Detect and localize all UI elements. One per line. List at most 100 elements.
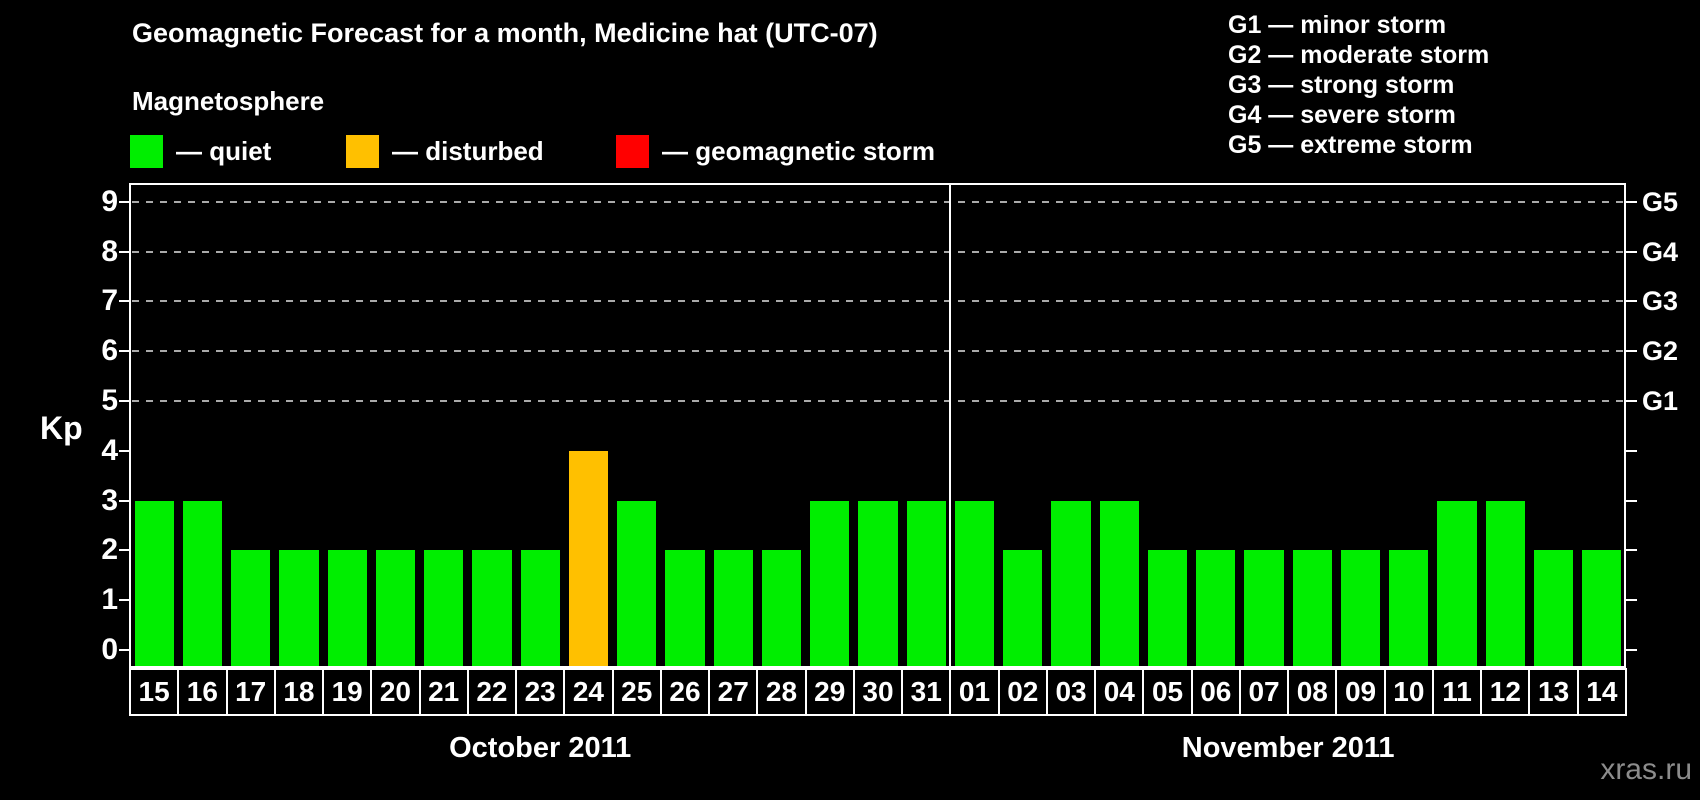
date-cell-25: 25 <box>611 668 662 716</box>
date-cell-24: 24 <box>563 668 614 716</box>
gridline-kp6 <box>132 350 1624 353</box>
right-tick-kp9 <box>1626 200 1637 203</box>
kp-bar-25 <box>617 500 657 666</box>
date-cell-28: 28 <box>756 668 807 716</box>
date-cell-10: 10 <box>1383 668 1434 716</box>
y-tick-label-3: 3 <box>101 483 118 517</box>
date-cell-30: 30 <box>852 668 904 716</box>
kp-bar-27 <box>713 550 753 666</box>
kp-bar-21 <box>424 550 464 666</box>
legend-item-geomagnetic-storm: — geomagnetic storm <box>616 134 935 168</box>
date-cell-21: 21 <box>418 668 469 716</box>
kp-bar-15 <box>134 500 174 666</box>
date-cell-06: 06 <box>1190 668 1241 716</box>
right-tick-kp7 <box>1626 300 1637 303</box>
kp-bar-30 <box>858 500 898 666</box>
y-axis-title: Kp <box>40 410 83 446</box>
kp-bar-28 <box>761 550 802 666</box>
y-tick-label-5: 5 <box>101 384 118 417</box>
kp-bar-16 <box>182 500 222 666</box>
date-cell-18: 18 <box>273 668 325 716</box>
right-tick-kp3 <box>1626 499 1637 502</box>
kp-bar-09 <box>1340 550 1381 666</box>
left-tick-kp7 <box>119 300 130 303</box>
storm-scale-line-2: G2 — moderate storm <box>1228 41 1490 69</box>
legend-swatch-quiet <box>130 134 163 168</box>
kp-bar-26 <box>665 550 705 666</box>
kp-bar-24 <box>568 450 609 666</box>
right-axis-label-G5: G5 <box>1642 186 1679 217</box>
kp-bar-06 <box>1196 550 1236 666</box>
date-cell-04: 04 <box>1094 668 1145 716</box>
kp-bar-05 <box>1147 550 1188 666</box>
date-cell-07: 07 <box>1238 668 1290 716</box>
legend-swatch-geomagnetic-storm <box>616 134 649 168</box>
left-tick-kp4 <box>119 449 130 452</box>
storm-scale-legend: G1 — minor storm G2 — moderate storm G3 — … <box>1228 10 1489 160</box>
right-tick-kp0 <box>1626 649 1637 651</box>
kp-bar-04 <box>1099 500 1139 666</box>
right-tick-kp6 <box>1626 350 1637 353</box>
right-tick-kp4 <box>1626 449 1637 452</box>
right-tick-kp1 <box>1626 599 1637 602</box>
date-cell-05: 05 <box>1142 668 1193 716</box>
kp-bar-10 <box>1389 550 1429 666</box>
month-divider <box>949 183 952 668</box>
right-axis-label-G4: G4 <box>1642 236 1679 267</box>
kp-bar-14 <box>1582 550 1622 666</box>
kp-bar-23 <box>520 550 560 666</box>
y-tick-label-4: 4 <box>101 433 118 467</box>
gridline-kp5 <box>132 400 1624 402</box>
gridline-kp7 <box>132 300 1624 303</box>
kp-bar-17 <box>231 550 271 666</box>
y-tick-label-8: 8 <box>101 234 118 268</box>
magnetosphere-label: Magnetosphere <box>132 86 325 116</box>
left-tick-kp1 <box>119 599 130 602</box>
left-tick-kp3 <box>119 499 130 502</box>
legend-item-disturbed: — disturbed <box>346 134 544 168</box>
legend-swatch-disturbed <box>346 134 379 168</box>
kp-bar-08 <box>1292 550 1332 666</box>
date-cell-27: 27 <box>708 668 759 716</box>
y-tick-label-9: 9 <box>101 184 118 218</box>
left-tick-kp5 <box>119 400 130 402</box>
month-label-november: November 2011 <box>1181 732 1395 764</box>
kp-bar-20 <box>375 550 416 666</box>
storm-scale-line-1: G1 — minor storm <box>1228 11 1447 39</box>
date-cell-11: 11 <box>1431 668 1483 716</box>
kp-bar-18 <box>279 550 319 666</box>
left-tick-kp9 <box>119 200 130 203</box>
right-axis-label-G2: G2 <box>1642 336 1679 367</box>
date-cell-12: 12 <box>1480 668 1531 716</box>
date-cell-08: 08 <box>1287 668 1338 716</box>
kp-bar-22 <box>472 550 512 666</box>
date-cell-13: 13 <box>1528 668 1579 716</box>
y-tick-label-6: 6 <box>101 334 118 368</box>
date-cell-09: 09 <box>1335 668 1386 716</box>
legend-label-geomagnetic-storm: — geomagnetic storm <box>662 136 936 166</box>
right-axis-label-G3: G3 <box>1642 286 1679 317</box>
kp-bar-02 <box>1003 550 1043 666</box>
chart-title: Geomagnetic Forecast for a month, Medici… <box>132 18 878 48</box>
date-cell-01: 01 <box>949 668 1000 716</box>
date-cell-26: 26 <box>659 668 711 716</box>
date-cell-19: 19 <box>322 668 373 716</box>
kp-bar-12 <box>1485 500 1525 666</box>
watermark: xras.ru <box>1600 753 1692 786</box>
y-tick-label-0: 0 <box>101 633 118 666</box>
right-tick-kp2 <box>1626 549 1637 552</box>
gridline-kp8 <box>132 250 1624 253</box>
date-cell-15: 15 <box>129 668 180 716</box>
left-tick-kp8 <box>119 250 130 253</box>
date-cell-23: 23 <box>515 668 566 716</box>
right-tick-kp8 <box>1626 250 1637 253</box>
legend-label-quiet: — quiet <box>176 136 272 166</box>
kp-bar-11 <box>1437 500 1477 666</box>
left-tick-kp6 <box>119 350 130 353</box>
date-cell-29: 29 <box>804 668 855 716</box>
date-cell-16: 16 <box>177 668 228 716</box>
left-tick-kp2 <box>119 549 130 552</box>
plot-area <box>129 183 1626 668</box>
y-tick-label-2: 2 <box>101 533 118 567</box>
legend-item-quiet: — quiet <box>130 134 271 168</box>
